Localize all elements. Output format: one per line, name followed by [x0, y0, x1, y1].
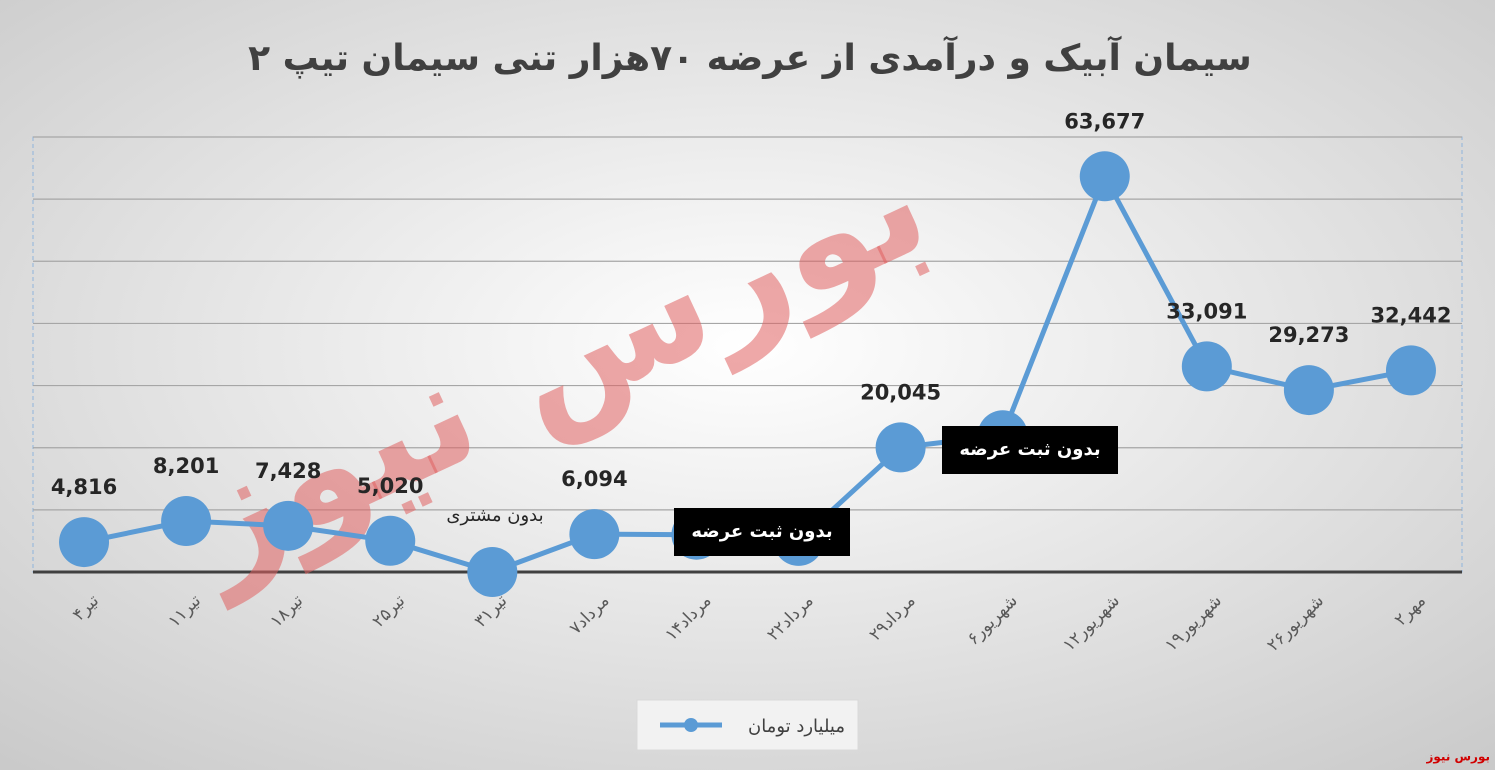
annotation: بدون مشتری: [446, 505, 543, 526]
point: [59, 517, 110, 568]
point: [1079, 151, 1130, 202]
annotation: بدون ثبت عرضه: [691, 521, 832, 542]
data-label: 7,428: [255, 459, 321, 483]
data-label: 8,201: [153, 454, 219, 478]
annotation: بدون ثبت عرضه: [959, 439, 1100, 460]
legend-label: میلیارد تومان: [748, 716, 845, 737]
annotation-box: [674, 508, 850, 556]
point: [263, 500, 314, 551]
point: [365, 515, 416, 566]
chart-title: سیمان آبیک و درآمدی از عرضه ۷۰هزار تنی س…: [248, 35, 1252, 79]
point: [875, 422, 926, 473]
point: [467, 547, 518, 597]
legend-marker: [684, 718, 698, 732]
data-label: 4,816: [51, 475, 117, 499]
data-label: 20,045: [860, 380, 941, 404]
point: [161, 496, 212, 547]
source: بورس نیوز: [1425, 750, 1490, 765]
point: [1283, 365, 1334, 416]
data-label: 5,020: [357, 474, 423, 498]
annotation-box: [942, 426, 1118, 474]
point: [569, 509, 620, 560]
point: [1385, 345, 1436, 396]
point: [1181, 341, 1232, 392]
data-label: 33,091: [1166, 299, 1247, 323]
data-label: 29,273: [1268, 323, 1349, 347]
data-label: 32,442: [1370, 303, 1451, 327]
data-label: 63,677: [1064, 109, 1145, 133]
data-label: 6,094: [561, 467, 627, 491]
